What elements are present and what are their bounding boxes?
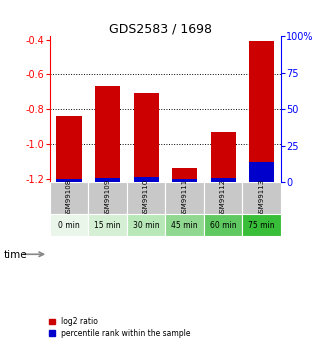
Text: GSM99108: GSM99108 (66, 179, 72, 217)
Text: GSM99113: GSM99113 (259, 179, 265, 217)
Text: time: time (3, 250, 27, 259)
Bar (211, 178, 236, 182)
Bar (134, 93, 159, 182)
Text: GSM99112: GSM99112 (220, 179, 226, 217)
Bar (249, 41, 274, 182)
Bar (95, 86, 120, 182)
Bar (134, 177, 159, 182)
Bar (204, 182, 242, 214)
Bar (204, 214, 242, 236)
Text: 30 min: 30 min (133, 221, 159, 230)
Bar (127, 214, 165, 236)
Bar (172, 179, 197, 182)
Text: GSM99109: GSM99109 (105, 179, 110, 217)
Text: 0 min: 0 min (58, 221, 80, 230)
Bar (172, 168, 197, 182)
Text: 15 min: 15 min (94, 221, 121, 230)
Bar (249, 162, 274, 182)
Bar (165, 182, 204, 214)
Bar (165, 214, 204, 236)
Bar (242, 214, 281, 236)
Text: 75 min: 75 min (248, 221, 275, 230)
Bar (50, 182, 88, 214)
Bar (242, 182, 281, 214)
Bar (50, 214, 88, 236)
Text: 45 min: 45 min (171, 221, 198, 230)
Bar (88, 214, 127, 236)
Bar (56, 179, 82, 182)
Bar (56, 116, 82, 182)
Text: GDS2583 / 1698: GDS2583 / 1698 (109, 22, 212, 36)
Bar (127, 182, 165, 214)
Bar (95, 178, 120, 182)
Text: GSM99110: GSM99110 (143, 179, 149, 217)
Bar (211, 132, 236, 182)
Legend: log2 ratio, percentile rank within the sample: log2 ratio, percentile rank within the s… (49, 317, 190, 338)
Text: 60 min: 60 min (210, 221, 236, 230)
Bar (88, 182, 127, 214)
Text: GSM99111: GSM99111 (182, 179, 187, 217)
